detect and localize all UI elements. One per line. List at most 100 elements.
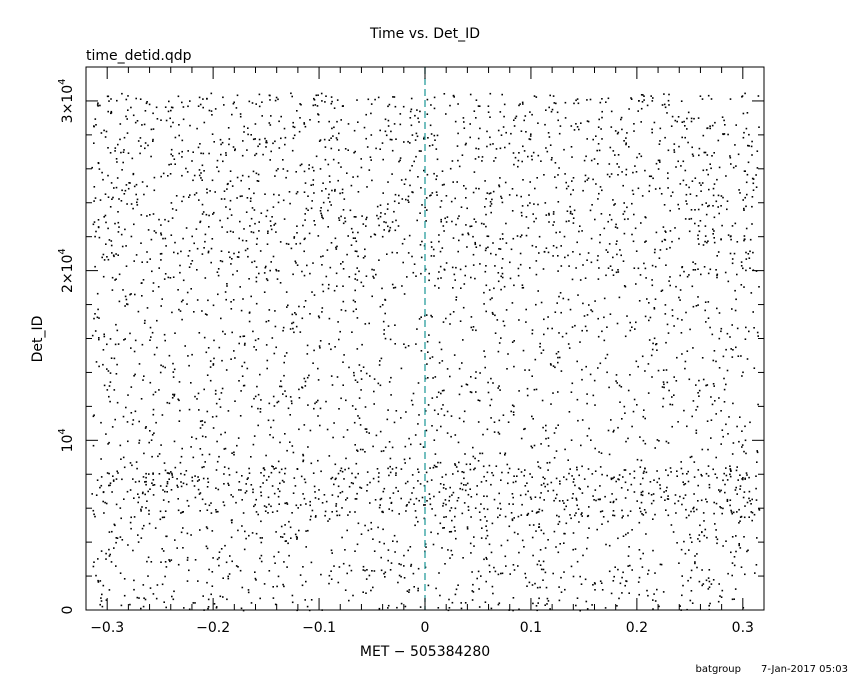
event-point — [315, 155, 318, 158]
event-point — [265, 320, 268, 323]
event-point — [682, 584, 684, 587]
event-point — [416, 135, 419, 138]
event-point — [427, 584, 430, 587]
event-point — [742, 371, 744, 374]
event-point — [702, 378, 705, 381]
event-point — [511, 493, 514, 495]
event-point — [743, 536, 745, 538]
event-point — [400, 468, 403, 470]
event-point — [598, 451, 600, 453]
event-point — [246, 367, 249, 370]
event-point — [594, 404, 596, 406]
event-point — [188, 250, 191, 252]
event-point — [602, 516, 605, 518]
event-point — [742, 199, 744, 201]
event-point — [260, 491, 262, 494]
event-point — [281, 479, 284, 482]
event-point — [434, 514, 437, 517]
event-point — [340, 467, 343, 470]
event-point — [206, 410, 209, 413]
event-point — [148, 522, 151, 525]
event-point — [379, 305, 382, 308]
event-point — [455, 223, 457, 226]
event-point — [678, 237, 680, 240]
event-point — [659, 249, 662, 251]
event-point — [271, 485, 274, 487]
event-point — [192, 602, 195, 604]
event-point — [431, 397, 434, 399]
event-point — [364, 248, 366, 251]
event-point — [191, 353, 193, 356]
event-point — [721, 224, 723, 227]
event-point — [142, 584, 145, 586]
event-point — [332, 436, 334, 439]
event-point — [461, 233, 464, 236]
event-point — [708, 604, 710, 607]
event-point — [408, 437, 410, 440]
event-point — [648, 175, 651, 178]
event-point — [540, 484, 543, 486]
event-point — [213, 357, 215, 360]
event-point — [114, 524, 116, 527]
event-point — [486, 235, 489, 237]
event-point — [409, 169, 411, 172]
event-point — [347, 235, 349, 237]
event-point — [635, 283, 637, 285]
event-point — [113, 523, 116, 526]
event-point — [249, 200, 252, 202]
event-point — [218, 346, 221, 349]
event-point — [472, 591, 475, 593]
event-point — [529, 138, 532, 141]
event-point — [441, 170, 444, 172]
event-point — [641, 513, 643, 515]
event-point — [702, 134, 705, 137]
event-point — [743, 491, 746, 493]
event-point — [552, 95, 555, 97]
event-point — [246, 247, 249, 250]
event-point — [379, 360, 381, 362]
event-point — [592, 178, 594, 181]
event-point — [473, 171, 476, 173]
event-point — [439, 250, 442, 253]
event-point — [685, 508, 687, 511]
event-point — [432, 543, 435, 546]
event-point — [677, 500, 680, 502]
event-point — [355, 240, 358, 243]
event-point — [116, 161, 118, 163]
event-point — [489, 404, 491, 407]
event-point — [336, 120, 338, 123]
event-point — [143, 322, 146, 324]
event-point — [486, 558, 488, 560]
event-point — [533, 220, 535, 223]
event-point — [417, 382, 420, 384]
event-point — [206, 98, 208, 100]
event-point — [302, 460, 304, 463]
event-point — [243, 361, 246, 364]
event-point — [689, 328, 691, 331]
event-point — [255, 103, 257, 105]
event-point — [734, 489, 737, 491]
event-point — [116, 177, 119, 179]
event-point — [620, 116, 623, 119]
event-point — [141, 295, 143, 297]
event-point — [117, 211, 119, 213]
event-point — [654, 265, 657, 268]
event-point — [445, 473, 447, 476]
event-point — [236, 256, 239, 258]
event-point — [698, 534, 701, 536]
event-point — [667, 177, 669, 180]
event-point — [232, 299, 235, 301]
event-point — [489, 571, 491, 573]
event-point — [498, 248, 500, 250]
event-point — [265, 506, 268, 508]
event-point — [204, 461, 206, 463]
event-point — [162, 550, 165, 552]
event-point — [577, 508, 580, 510]
event-point — [142, 605, 145, 608]
event-point — [130, 527, 132, 530]
event-point — [601, 110, 603, 113]
event-point — [451, 519, 453, 522]
event-point — [251, 102, 254, 104]
event-point — [694, 222, 696, 225]
event-point — [132, 478, 134, 480]
